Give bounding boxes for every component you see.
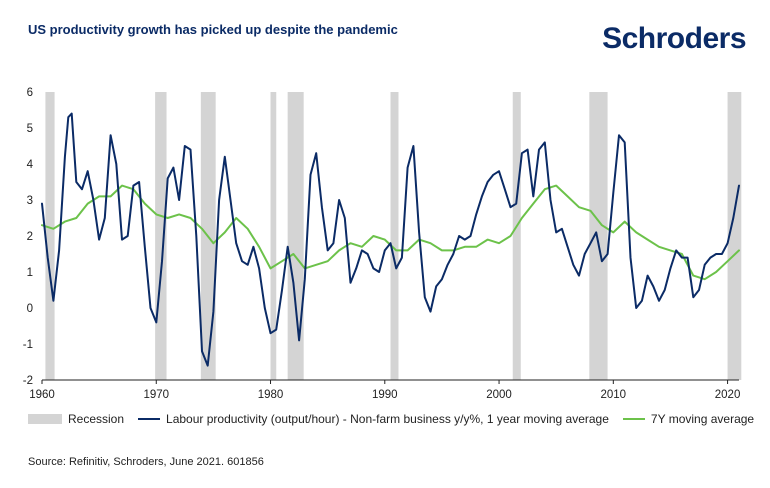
recession-swatch-icon: [28, 414, 62, 424]
source-note: Source: Refinitiv, Schroders, June 2021.…: [28, 456, 264, 468]
chart-title: US productivity growth has picked up des…: [28, 22, 398, 37]
recession-band: [270, 92, 277, 380]
recession-band: [727, 92, 742, 380]
recession-layer: [45, 92, 742, 380]
y-tick-label: 1: [27, 267, 33, 279]
y-tick-label: 0: [27, 303, 33, 315]
x-tick-label: 1990: [372, 389, 398, 401]
legend: Recession Labour productivity (output/ho…: [28, 412, 768, 426]
y-tick-label: 2: [27, 231, 33, 243]
recession-band: [512, 92, 521, 380]
recession-band: [589, 92, 608, 380]
x-tick-label: 2000: [486, 389, 512, 401]
recession-band: [390, 92, 399, 380]
legend-moving-avg: 7Y moving average: [622, 412, 755, 426]
y-tick-label: 6: [27, 87, 33, 99]
x-tick-label: 2010: [601, 389, 627, 401]
legend-productivity: Labour productivity (output/hour) - Non-…: [138, 412, 609, 426]
y-tick-label: 4: [27, 159, 34, 171]
brand-logo: Schroders: [602, 22, 746, 55]
x-tick-label: 2020: [715, 389, 741, 401]
legend-recession: Recession: [28, 412, 124, 426]
series-layer: [41, 112, 740, 367]
legend-recession-label: Recession: [68, 412, 125, 426]
recession-band: [287, 92, 304, 380]
x-tick-label: 1970: [143, 389, 169, 401]
moving-avg-line-icon: [622, 418, 645, 420]
x-tick-label: 1960: [29, 389, 55, 401]
axis-layer: -2 -1 0 1 2 3 4 5 6 1960 1970 1980 1990 2000 2010 2020: [23, 87, 741, 401]
y-tick-label: -1: [23, 339, 33, 351]
productivity-series-line: [41, 112, 740, 367]
y-tick-label: -2: [23, 375, 33, 387]
recession-band: [155, 92, 167, 380]
legend-productivity-label: Labour productivity (output/hour) - Non-…: [166, 412, 609, 426]
recession-band: [45, 92, 55, 380]
y-tick-label: 5: [27, 123, 33, 135]
y-tick-label: 3: [27, 195, 33, 207]
legend-moving-avg-label: 7Y moving average: [650, 412, 755, 426]
x-tick-label: 1980: [258, 389, 284, 401]
productivity-line-icon: [138, 418, 161, 420]
